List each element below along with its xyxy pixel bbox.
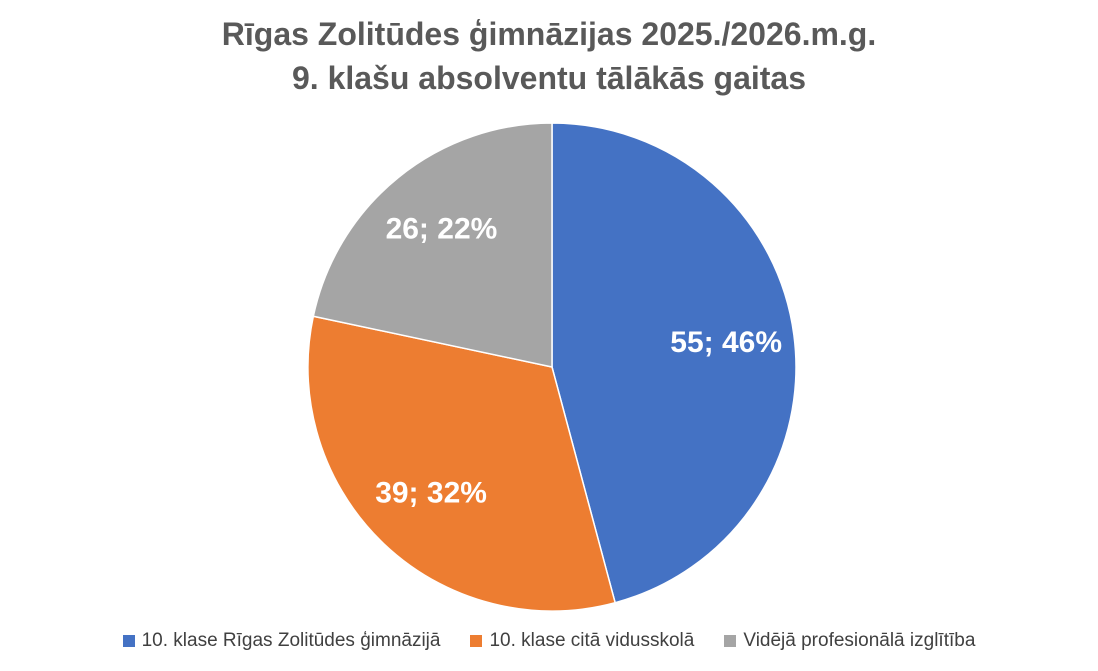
data-label-vocational: 26; 22% xyxy=(386,212,498,245)
legend: 10. klase Rīgas Zolitūdes ģimnāzijā 10. … xyxy=(0,630,1098,652)
legend-item-vocational: Vidējā profesionālā izglītība xyxy=(724,630,975,652)
data-label-riga-zolitude: 55; 46% xyxy=(670,326,782,359)
legend-item-riga-zolitude: 10. klase Rīgas Zolitūdes ģimnāzijā xyxy=(122,630,441,652)
legend-swatch-other-school xyxy=(470,635,483,647)
legend-label-riga-zolitude: 10. klase Rīgas Zolitūdes ģimnāzijā xyxy=(141,630,441,651)
legend-swatch-riga-zolitude xyxy=(122,635,135,647)
chart-title: Rīgas Zolitūdes ģimnāzijas 2025./2026.m.… xyxy=(0,12,1098,100)
pie-slice-riga-zolitude xyxy=(551,122,797,604)
chart-title-line-1: Rīgas Zolitūdes ģimnāzijas 2025./2026.m.… xyxy=(221,16,877,52)
legend-item-other-school: 10. klase citā vidusskolā xyxy=(470,630,694,652)
pie-slice-vocational xyxy=(312,122,553,368)
legend-swatch-vocational xyxy=(724,635,737,647)
data-label-other-school: 39; 32% xyxy=(375,476,487,509)
legend-label-vocational: Vidējā profesionālā izglītība xyxy=(743,630,976,651)
legend-label-other-school: 10. klase citā vidusskolā xyxy=(489,630,695,651)
chart-title-line-2: 9. klašu absolventu tālākās gaitas xyxy=(291,60,806,96)
pie-slice-other-school xyxy=(307,315,617,612)
